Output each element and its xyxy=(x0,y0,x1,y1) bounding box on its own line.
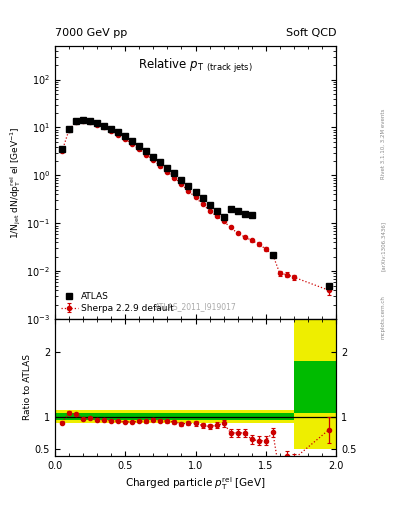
ATLAS xyxy=(74,118,79,124)
ATLAS xyxy=(67,125,72,132)
ATLAS xyxy=(158,159,163,165)
Line: ATLAS: ATLAS xyxy=(59,117,332,289)
Legend: ATLAS, Sherpa 2.2.9 default: ATLAS, Sherpa 2.2.9 default xyxy=(59,290,176,315)
Text: Rivet 3.1.10, 3.2M events: Rivet 3.1.10, 3.2M events xyxy=(381,108,386,179)
ATLAS xyxy=(242,210,247,217)
ATLAS xyxy=(214,208,219,214)
ATLAS xyxy=(151,154,156,160)
ATLAS xyxy=(221,214,226,220)
Text: Relative $p_\mathsf{T}$ $_{(\mathsf{track\ jets})}$: Relative $p_\mathsf{T}$ $_{(\mathsf{trac… xyxy=(138,57,253,75)
ATLAS xyxy=(235,208,240,214)
ATLAS xyxy=(186,183,191,189)
Text: 7000 GeV pp: 7000 GeV pp xyxy=(55,28,127,38)
Y-axis label: Ratio to ATLAS: Ratio to ATLAS xyxy=(23,354,32,420)
Text: [arXiv:1306.3436]: [arXiv:1306.3436] xyxy=(381,221,386,271)
ATLAS xyxy=(81,117,86,123)
ATLAS xyxy=(172,170,177,177)
ATLAS xyxy=(95,120,99,126)
Y-axis label: 1/N$_{\mathsf{jet}}$ dN/dp$_{\mathsf{T}}^{\mathsf{rel}}$ el [GeV$^{-1}$]: 1/N$_{\mathsf{jet}}$ dN/dp$_{\mathsf{T}}… xyxy=(9,126,24,239)
ATLAS xyxy=(137,143,142,149)
ATLAS xyxy=(270,252,275,258)
Text: Soft QCD: Soft QCD xyxy=(286,28,336,38)
ATLAS xyxy=(250,212,254,218)
ATLAS xyxy=(130,138,135,144)
ATLAS xyxy=(179,177,184,183)
ATLAS xyxy=(165,164,170,170)
ATLAS xyxy=(327,283,331,289)
ATLAS xyxy=(60,146,64,153)
ATLAS xyxy=(109,125,114,132)
ATLAS xyxy=(88,118,92,124)
ATLAS xyxy=(207,202,212,208)
ATLAS xyxy=(193,189,198,195)
Text: mcplots.cern.ch: mcplots.cern.ch xyxy=(381,295,386,339)
ATLAS xyxy=(116,129,121,135)
ATLAS xyxy=(123,134,128,140)
ATLAS xyxy=(102,122,107,129)
X-axis label: Charged particle $p_\mathsf{T}^{\mathsf{rel}}$ [GeV]: Charged particle $p_\mathsf{T}^{\mathsf{… xyxy=(125,475,266,492)
ATLAS xyxy=(200,196,205,202)
Text: ATLAS_2011_I919017: ATLAS_2011_I919017 xyxy=(154,302,237,311)
ATLAS xyxy=(144,148,149,154)
ATLAS xyxy=(228,206,233,212)
